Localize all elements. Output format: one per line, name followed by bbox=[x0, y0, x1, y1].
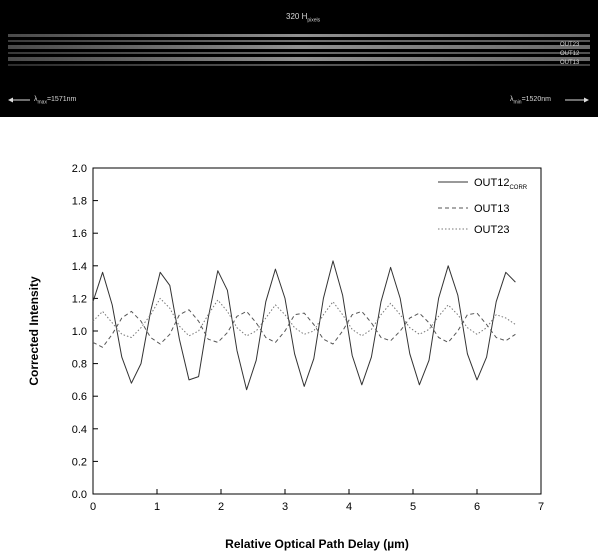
stripe-band-2 bbox=[8, 40, 590, 42]
arrow-left-head bbox=[8, 97, 13, 103]
series-layer bbox=[92, 260, 516, 391]
x-tick-label: 2 bbox=[218, 501, 224, 513]
x-tick-label: 3 bbox=[282, 501, 288, 513]
lambda-min-sub: min bbox=[513, 99, 522, 106]
stripe-band-6 bbox=[8, 64, 590, 66]
legend-label-out12-name: OUT12 bbox=[474, 177, 509, 189]
legend-label-out13: OUT13 bbox=[474, 203, 509, 215]
detector-image: 320 Hpixels OUT23 OUT12 OUT13 λmax=1571n… bbox=[0, 0, 598, 117]
y-axis-label: Corrected Intensity bbox=[27, 276, 41, 386]
x-tick-label: 6 bbox=[474, 501, 480, 513]
series-line-out12 bbox=[92, 260, 516, 391]
stripe-band-1 bbox=[8, 34, 590, 37]
lambda-min-label: λmin=1520nm bbox=[510, 96, 551, 105]
stripe-band-3 bbox=[8, 45, 590, 49]
legend: OUT12CORR OUT13 OUT23 bbox=[438, 177, 528, 236]
y-axis-ticks: 0.0 0.2 0.4 0.6 0.8 1.0 1.2 1.4 1.6 1.8 2.0 bbox=[72, 163, 98, 501]
stripe-band-5 bbox=[8, 57, 590, 61]
x-tick-label: 7 bbox=[538, 501, 544, 513]
y-tick-label: 1.8 bbox=[72, 196, 87, 208]
pixels-label-sub: pixels bbox=[307, 17, 321, 24]
x-tick-label: 1 bbox=[154, 501, 160, 513]
lambda-min-symbol: λ bbox=[510, 96, 514, 103]
y-tick-label: 1.4 bbox=[72, 261, 87, 273]
arrow-right-head bbox=[584, 97, 589, 103]
y-tick-label: 0.6 bbox=[72, 391, 87, 403]
lambda-max-value: =1571nm bbox=[46, 96, 77, 103]
lambda-max-label: λmax=1571nm bbox=[34, 96, 76, 105]
x-axis-ticks: 0 1 2 3 4 5 6 7 bbox=[90, 489, 544, 513]
y-tick-label: 0.8 bbox=[72, 359, 87, 371]
lambda-max-symbol: λ bbox=[34, 96, 38, 103]
y-tick-label: 0.0 bbox=[72, 489, 87, 501]
plot-frame bbox=[92, 167, 542, 495]
lambda-max-sub: max bbox=[37, 99, 47, 106]
x-tick-label: 0 bbox=[90, 501, 96, 513]
legend-label-out23: OUT23 bbox=[474, 224, 509, 236]
y-tick-label: 0.2 bbox=[72, 456, 87, 468]
intensity-chart: 0.0 0.2 0.4 0.6 0.8 1.0 1.2 1.4 1.6 1.8 2.0 0 1 2 3 4 5… bbox=[27, 163, 544, 551]
output-label-3: OUT13 bbox=[560, 60, 580, 66]
output-label-2: OUT12 bbox=[560, 51, 580, 57]
stripe-band-4 bbox=[8, 52, 590, 54]
lambda-min-value: =1520nm bbox=[521, 96, 551, 103]
y-tick-label: 2.0 bbox=[72, 163, 87, 175]
y-tick-label: 1.0 bbox=[72, 326, 87, 338]
x-tick-label: 5 bbox=[410, 501, 416, 513]
pixels-label: 320 Hpixels bbox=[286, 12, 320, 24]
pixels-label-text: 320 H bbox=[286, 12, 308, 21]
y-tick-label: 0.4 bbox=[72, 424, 87, 436]
x-axis-label: Relative Optical Path Delay (µm) bbox=[225, 537, 409, 551]
legend-label-out12: OUT12CORR bbox=[474, 177, 528, 191]
legend-label-out12-sub: CORR bbox=[509, 185, 527, 191]
series-line-out13 bbox=[92, 309, 516, 348]
y-tick-label: 1.2 bbox=[72, 293, 87, 305]
series-line-out23 bbox=[92, 297, 516, 338]
detector-stripes bbox=[8, 34, 590, 103]
x-tick-label: 4 bbox=[346, 501, 352, 513]
y-tick-label: 1.6 bbox=[72, 228, 87, 240]
output-label-1: OUT23 bbox=[560, 42, 580, 48]
